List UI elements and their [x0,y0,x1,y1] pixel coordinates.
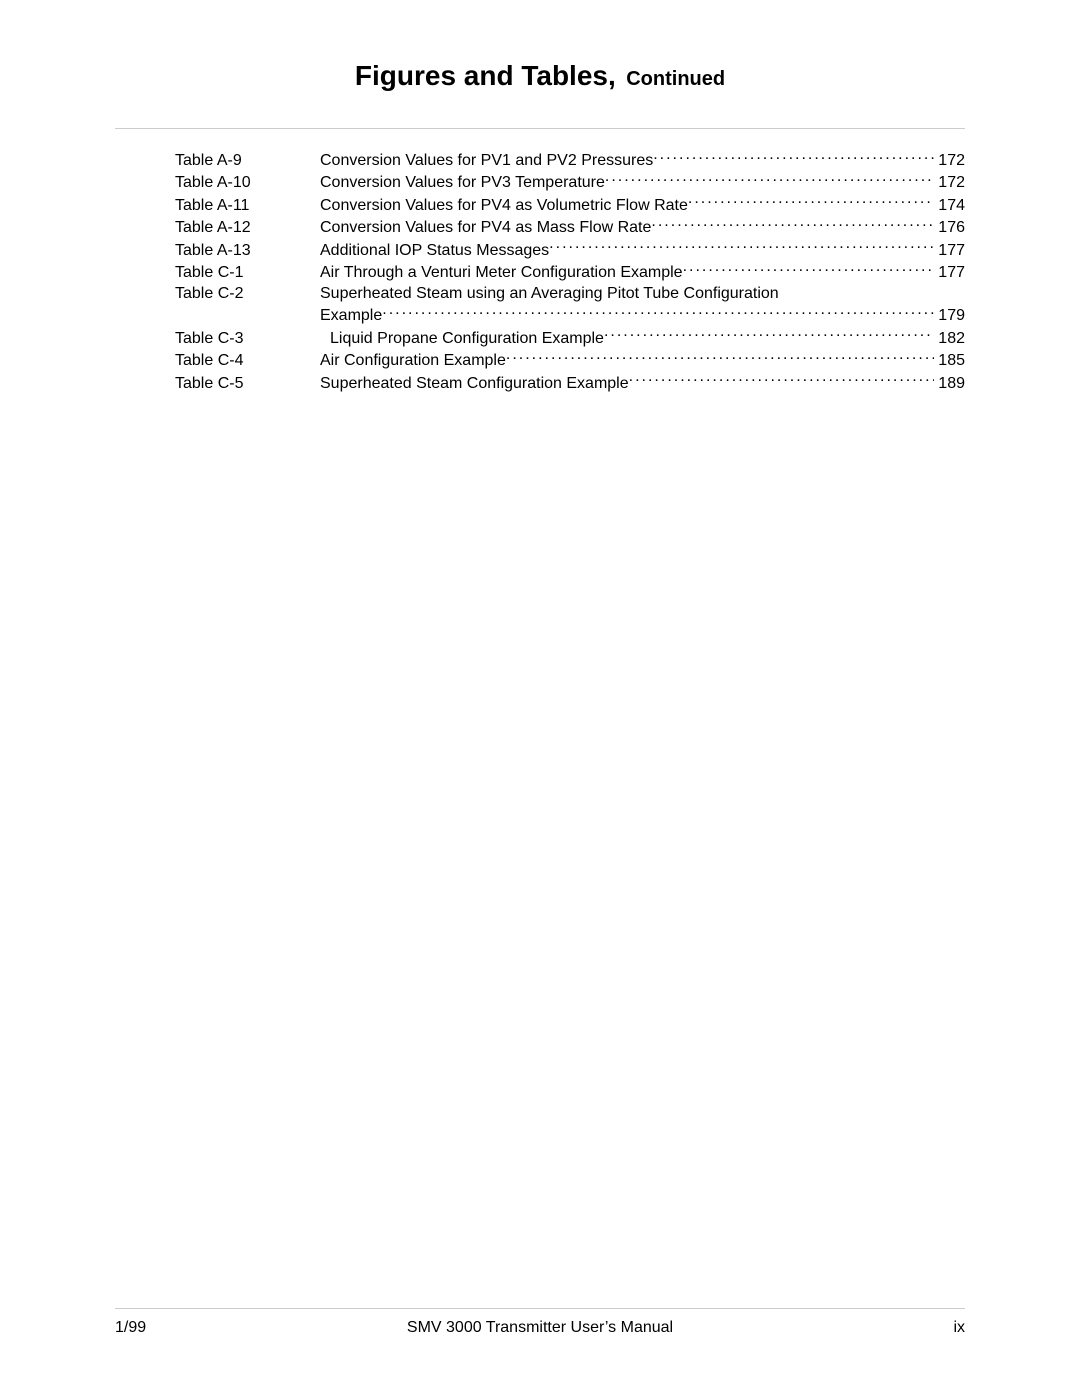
toc-row: Table C-2Superheated Steam using an Aver… [175,284,965,304]
toc-label: Table C-5 [175,374,320,394]
page: Figures and Tables, Continued Table A-9C… [0,0,1080,1397]
page-title-continued: Continued [626,68,725,90]
toc-leader-dots [651,216,934,232]
footer-center: SMV 3000 Transmitter User’s Manual [328,1319,753,1337]
page-footer: 1/99 SMV 3000 Transmitter User’s Manual … [115,1308,965,1337]
toc-label: Table A-12 [175,218,320,238]
toc-description: Conversion Values for PV1 and PV2 Pressu… [320,151,653,171]
toc-description: Liquid Propane Configuration Example [320,329,604,349]
toc-page-number: 174 [934,196,965,216]
toc-label: Table C-4 [175,351,320,371]
toc-leader-dots [506,349,934,365]
toc-leader-dots [605,171,934,187]
page-title-main: Figures and Tables, [355,60,616,91]
title-rule [115,128,965,129]
toc-row: Example 179 [175,304,965,326]
toc-description: Conversion Values for PV3 Temperature [320,173,605,193]
toc-row: Table A-9Conversion Values for PV1 and P… [175,149,965,171]
toc-leader-dots [629,372,935,388]
toc-page-number: 189 [934,374,965,394]
toc-description: Superheated Steam using an Averaging Pit… [320,284,779,304]
toc-page-number: 177 [934,263,965,283]
toc-leader-dots [549,239,934,255]
toc-leader-dots [683,261,935,277]
toc-label: Table C-1 [175,263,320,283]
table-of-contents: Table A-9Conversion Values for PV1 and P… [115,149,965,394]
footer-left: 1/99 [115,1319,328,1337]
toc-label: Table C-2 [175,284,320,304]
toc-row: Table C-4Air Configuration Example 185 [175,349,965,371]
toc-page-number: 172 [934,173,965,193]
toc-row: Table A-12Conversion Values for PV4 as M… [175,216,965,238]
toc-description: Air Configuration Example [320,351,506,371]
toc-description: Conversion Values for PV4 as Mass Flow R… [320,218,651,238]
toc-page-number: 179 [934,306,965,326]
toc-leader-dots [653,149,934,165]
toc-label: Table A-11 [175,196,320,216]
toc-label: Table A-9 [175,151,320,171]
toc-row: Table A-10Conversion Values for PV3 Temp… [175,171,965,193]
toc-description: Additional IOP Status Messages [320,241,549,261]
toc-row: Table C-5Superheated Steam Configuration… [175,372,965,394]
toc-label: Table A-13 [175,241,320,261]
footer-rule [115,1308,965,1309]
toc-leader-dots [382,304,934,320]
toc-label: Table C-3 [175,329,320,349]
toc-row: Table C-1Air Through a Venturi Meter Con… [175,261,965,283]
toc-description: Conversion Values for PV4 as Volumetric … [320,196,688,216]
toc-page-number: 172 [934,151,965,171]
toc-page-number: 182 [934,329,965,349]
page-title-block: Figures and Tables, Continued [115,60,965,92]
toc-page-number: 177 [934,241,965,261]
toc-row: Table C-3Liquid Propane Configuration Ex… [175,327,965,349]
toc-leader-dots [688,194,934,210]
toc-row: Table A-11Conversion Values for PV4 as V… [175,194,965,216]
footer-row: 1/99 SMV 3000 Transmitter User’s Manual … [115,1319,965,1337]
toc-description: Air Through a Venturi Meter Configuratio… [320,263,683,283]
toc-row: Table A-13Additional IOP Status Messages… [175,239,965,261]
toc-leader-dots [604,327,934,343]
toc-page-number: 176 [934,218,965,238]
toc-page-number: 185 [934,351,965,371]
toc-description: Superheated Steam Configuration Example [320,374,629,394]
footer-right: ix [753,1319,966,1337]
toc-description: Example [320,306,382,326]
toc-label: Table A-10 [175,173,320,193]
